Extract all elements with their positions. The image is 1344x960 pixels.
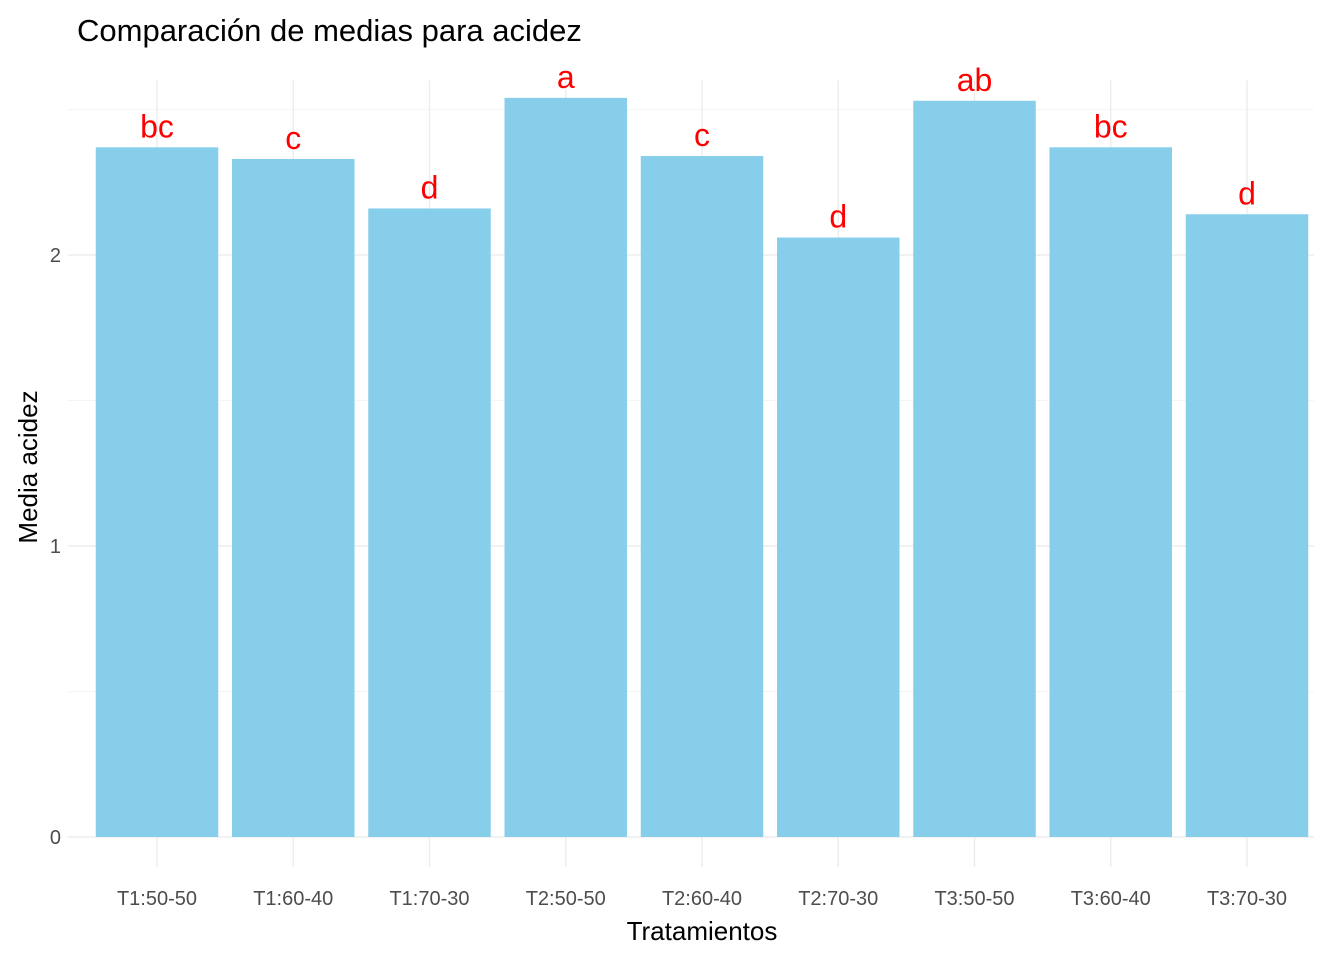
significance-letter: bc [140, 108, 174, 144]
bar-T1:60-40 [232, 158, 355, 838]
y-tick-label: 2 [50, 245, 61, 267]
significance-letters-group: bc c d a c d ab bc d [140, 59, 1256, 235]
significance-letter: bc [1094, 108, 1128, 144]
x-axis-title: Tratamientos [627, 916, 778, 946]
significance-letter: c [285, 120, 301, 156]
x-tick-label: T3:60-40 [1071, 888, 1151, 910]
x-tick-label: T2:50-50 [526, 888, 606, 910]
bar-T1:70-30 [368, 208, 491, 837]
x-tick-label: T1:60-40 [253, 888, 333, 910]
x-tick-label: T2:70-30 [798, 888, 878, 910]
y-axis-title: Media acidez [13, 390, 43, 543]
significance-letter: d [829, 199, 847, 235]
significance-letter: a [557, 59, 575, 95]
x-axis-ticks: T1:50-50 T1:60-40 T1:70-30 T2:50-50 T2:60-40… [117, 888, 1287, 910]
bar-T2:60-40 [640, 156, 764, 837]
bars-group [95, 97, 1309, 838]
bar-T2:70-30 [777, 237, 900, 838]
significance-letter: d [1238, 175, 1256, 211]
bar-T2:50-50 [504, 97, 627, 838]
x-tick-label: T2:60-40 [662, 888, 742, 910]
y-axis-ticks: 0 1 2 [50, 245, 61, 849]
bar-T3:70-30 [1185, 214, 1309, 837]
significance-letter: d [421, 169, 439, 205]
x-tick-label: T3:70-30 [1207, 888, 1287, 910]
x-tick-label: T1:50-50 [117, 888, 197, 910]
x-tick-label: T3:50-50 [934, 888, 1014, 910]
chart-title: Comparación de medias para acidez [77, 13, 582, 48]
bar-T3:60-40 [1049, 147, 1172, 837]
x-tick-label: T1:70-30 [389, 888, 469, 910]
y-tick-label: 0 [50, 827, 61, 849]
bar-T1:50-50 [95, 147, 219, 837]
significance-letter: c [694, 117, 710, 153]
bar-T3:50-50 [913, 100, 1036, 837]
y-tick-label: 1 [50, 536, 61, 558]
significance-letter: ab [957, 62, 993, 98]
